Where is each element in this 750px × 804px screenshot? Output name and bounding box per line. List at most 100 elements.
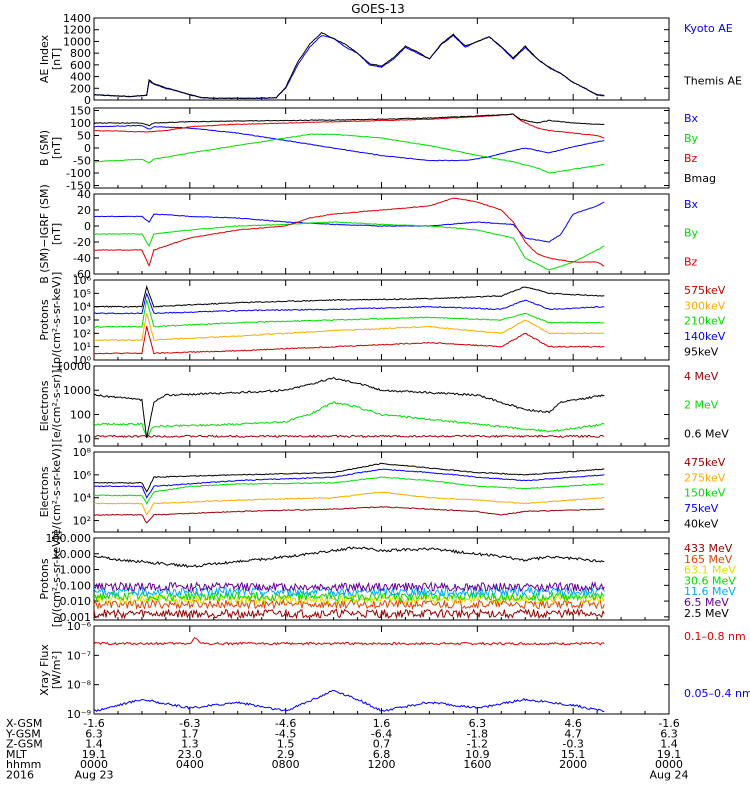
y-tick-label: 0.010 — [60, 595, 92, 608]
series-line — [94, 434, 605, 439]
series-line — [94, 401, 605, 438]
orbit-cell: 1600 — [463, 758, 491, 771]
y-tick-label: 100.000 — [46, 532, 92, 545]
orbit-cell: -1.8 — [467, 727, 488, 740]
y-axis-label-line2: [p/(cm²-s-sr-keV)] — [50, 272, 63, 369]
orbit-cell: 0400 — [176, 758, 204, 771]
y-tick-label: -100 — [66, 167, 91, 180]
orbit-cell: Aug 23 — [75, 769, 114, 782]
orbit-cell: 1.6 — [373, 717, 391, 730]
y-axis-label: B (SM)[nT] — [38, 130, 63, 166]
y-tick-label: 0.100 — [60, 579, 92, 592]
legend-label: By — [684, 227, 699, 240]
orbit-cell: 15.1 — [561, 748, 586, 761]
orbit-cell: 1.4 — [660, 738, 678, 751]
y-axis-label-line1: B (SM)−IGRF (SM) — [38, 184, 51, 284]
y-tick-label: 10⁻⁹ — [67, 708, 91, 721]
panel-frame — [93, 625, 670, 715]
legend-label: 433 MeV — [684, 542, 733, 555]
orbit-cell: -1.2 — [467, 738, 488, 751]
legend-label: 300keV — [684, 299, 726, 312]
series-line — [94, 201, 605, 243]
panel-2: -60 -40 -20 0 20 40 B (SM)−IGRF (SM)[nT] Bx By Bz — [38, 184, 699, 284]
orbit-cell: 4.6 — [564, 717, 582, 730]
series-line — [94, 325, 605, 355]
y-tick-label: 10⁻⁷ — [67, 649, 91, 662]
orbit-cell: 1.7 — [181, 727, 199, 740]
orbit-cell: 1.4 — [85, 738, 103, 751]
y-tick-label: -20 — [73, 236, 91, 249]
y-tick-label: 10⁰ — [73, 354, 92, 367]
orbit-cell: 10.9 — [465, 748, 490, 761]
series-line — [94, 590, 605, 603]
series-line — [94, 491, 605, 516]
y-axis-label-line2: [p/(cm²-s-sr-keV)] — [50, 531, 63, 628]
legend-label: 475keV — [684, 456, 726, 469]
y-tick-label: 10 — [77, 433, 91, 446]
series-line — [94, 31, 605, 100]
y-tick-label: -60 — [73, 268, 91, 281]
legend-label: 6.5 MeV — [684, 596, 729, 609]
series-line — [94, 506, 605, 524]
y-axis-label-line1: Protons — [38, 299, 51, 340]
panel-frame — [93, 279, 670, 361]
legend-label: By — [684, 132, 699, 145]
y-tick-label: 1.000 — [60, 564, 92, 577]
y-tick-label: 10⁵ — [73, 287, 91, 300]
orbit-cell: 0000 — [655, 758, 683, 771]
orbit-cell: -0.3 — [562, 738, 583, 751]
series-line — [94, 580, 605, 593]
orbit-cell: 2.9 — [277, 748, 295, 761]
y-tick-label: 10² — [73, 327, 91, 340]
y-tick-label: 10⁴ — [73, 301, 92, 314]
orbit-cell: -1.6 — [658, 717, 679, 730]
y-tick-label: 0 — [84, 220, 91, 233]
orbit-cell: 1.3 — [181, 738, 199, 751]
orbit-cell: 6.3 — [469, 717, 487, 730]
y-tick-label: 0 — [84, 142, 91, 155]
y-tick-label: 10¹ — [73, 341, 91, 354]
legend-label: 63.1 MeV — [684, 564, 736, 577]
y-axis-label-line2: [W/m²] — [50, 651, 63, 689]
legend-label: Bx — [684, 112, 699, 125]
y-tick-label: 0 — [84, 94, 91, 107]
orbit-cell: -4.5 — [275, 727, 296, 740]
series-line — [94, 221, 605, 271]
y-axis-label: Xray Flux[W/m²] — [38, 644, 63, 696]
orbit-row-label: hhmm — [6, 758, 41, 771]
y-tick-label: 100 — [70, 117, 91, 130]
y-tick-label: 1400 — [63, 12, 91, 25]
orbit-cell: 6.3 — [85, 727, 103, 740]
y-tick-label: 10⁸ — [73, 446, 92, 459]
y-axis-label-line2: [nT] — [50, 223, 63, 245]
y-axis-label-line1: B (SM) — [38, 130, 51, 166]
y-tick-label: -150 — [66, 180, 91, 193]
legend-label: 4 MeV — [684, 370, 719, 383]
y-tick-label: 10⁶ — [73, 469, 92, 482]
y-tick-label: 10³ — [73, 314, 91, 327]
orbit-cell: 1200 — [368, 758, 396, 771]
y-axis-label: Electrons[e/(cm²-s-sr-keV)] — [38, 444, 63, 540]
orbit-cell: 1.5 — [277, 738, 295, 751]
y-tick-label: 1000 — [63, 384, 91, 397]
y-tick-label: 20 — [77, 204, 91, 217]
orbit-cell: 23.0 — [178, 748, 203, 761]
panel-5: 10² 10⁴ 10⁶ 10⁸ Electrons[e/(cm²-s-sr-keV)] 4… — [38, 444, 726, 540]
series-line — [94, 546, 605, 569]
series-line — [94, 313, 605, 342]
y-tick-label: 10⁶ — [73, 274, 92, 287]
y-tick-label: 40 — [77, 188, 91, 201]
series-line — [94, 376, 605, 439]
y-axis-label: AE Index[nT] — [38, 34, 63, 83]
orbit-table: X-GSM -1.6 -6.3 -4.6 1.6 6.3 4.6 -1.6Y-GSM 6.3 1.… — [5, 717, 688, 782]
orbit-cell: 0.7 — [373, 738, 391, 751]
series-line — [94, 598, 605, 611]
y-tick-label: 400 — [70, 71, 91, 84]
series-line — [94, 462, 605, 493]
y-axis-label-line1: Electrons — [38, 466, 51, 517]
y-axis-label-line2: [nT] — [50, 137, 63, 159]
y-tick-label: 10000 — [56, 360, 91, 373]
legend-label: 575keV — [684, 284, 726, 297]
legend-label: 11.6 MeV — [684, 585, 736, 598]
